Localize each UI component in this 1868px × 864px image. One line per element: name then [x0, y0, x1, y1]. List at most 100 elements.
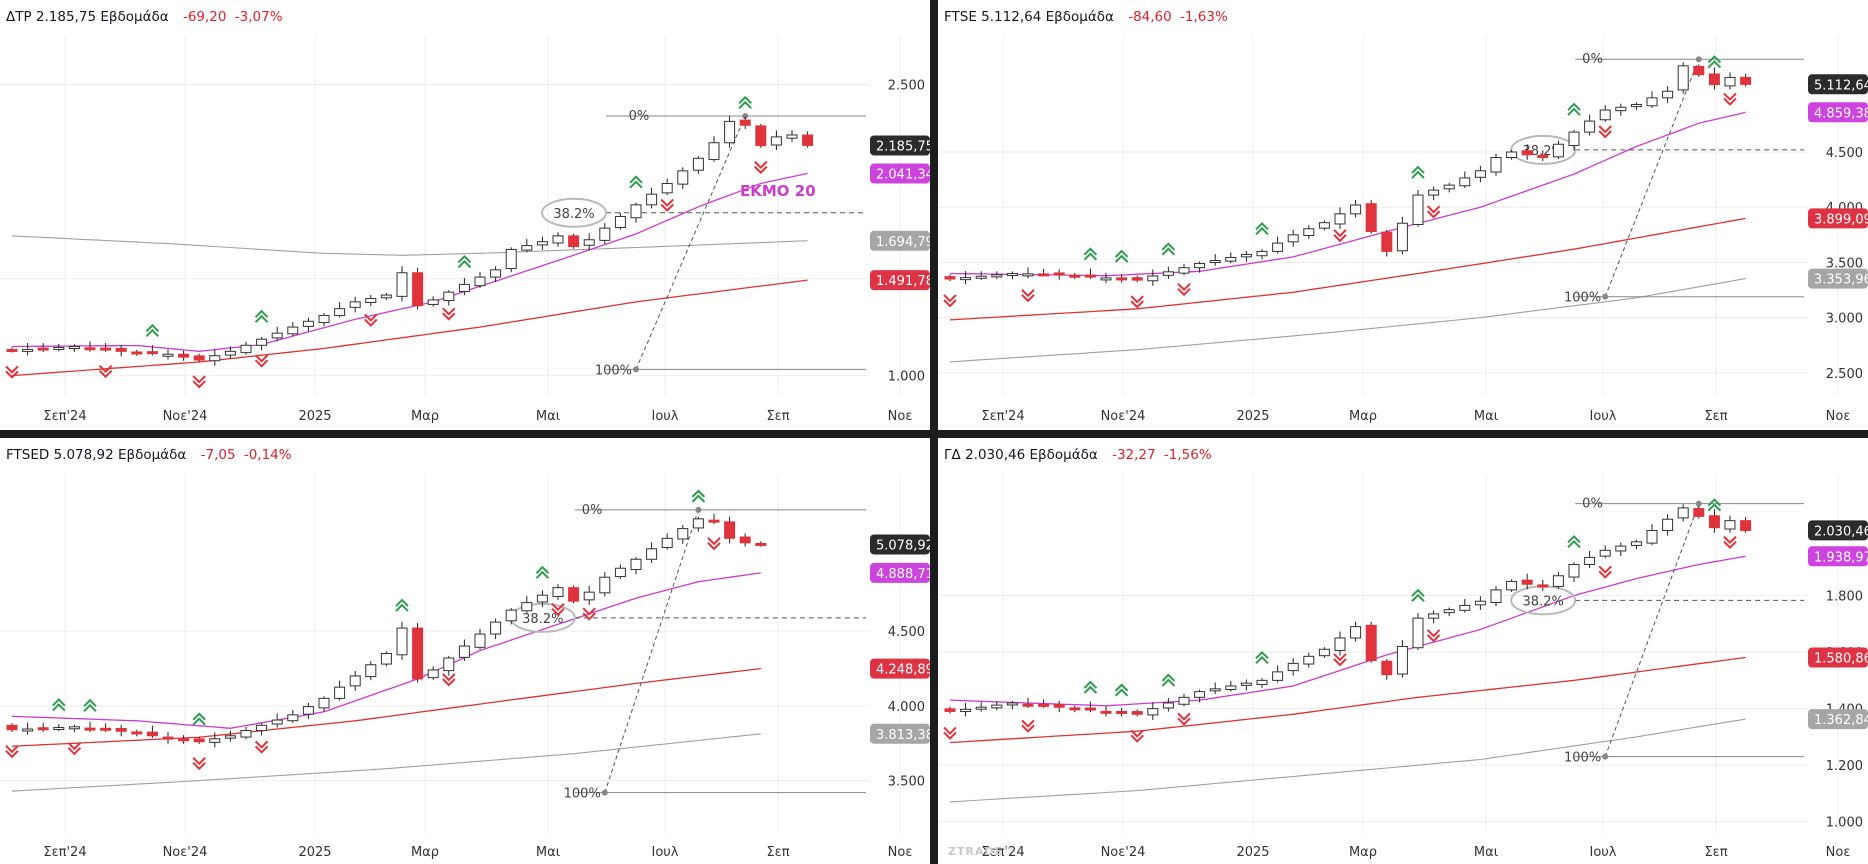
sell-signal-icon: [1333, 229, 1347, 243]
candle-body: [1459, 604, 1471, 611]
candle-body: [1662, 518, 1674, 532]
timeframe[interactable]: Εβδομάδα: [100, 9, 169, 25]
price-badge-last: [870, 534, 930, 555]
buy-signal-icon: [395, 598, 409, 612]
fib-label-100: 100%: [1564, 291, 1601, 306]
candle-body: [1630, 103, 1642, 108]
candle-body: [739, 119, 751, 126]
price-badge-ema20: [870, 163, 930, 184]
y-tick-label: 2.500: [888, 79, 925, 94]
candle-body: [271, 332, 283, 339]
candle-body: [1022, 273, 1034, 277]
symbol-header: ΔΤΡ 2.185,75 Εβδομάδα -69,20 -3,07%: [0, 0, 291, 34]
chart-panel-ftsed[interactable]: 3.500 4.000 4.500 Σεπ'24 Νοε'24 2025 Μαρ Μαι Ιου…: [0, 438, 930, 864]
candle-body: [536, 594, 548, 603]
candle-body: [944, 276, 956, 280]
candle-body: [443, 291, 455, 302]
candle-body: [630, 204, 642, 219]
candle-body: [178, 353, 190, 358]
symbol-name: ΓΔ: [944, 447, 961, 463]
candle-body: [991, 704, 1003, 709]
candle-body: [568, 587, 580, 602]
sell-signal-icon: [943, 294, 957, 308]
x-tick-label: Σεπ'24: [43, 409, 86, 424]
ema50-line: [11, 667, 761, 747]
fib-trend-line: [635, 115, 746, 370]
sell-signal-icon: [442, 673, 456, 687]
candle-body: [677, 170, 689, 185]
candle-body: [1209, 688, 1221, 692]
candle-body: [1038, 273, 1050, 277]
sell-signal-icon: [1598, 565, 1612, 579]
chart-canvas[interactable]: 3.500 4.000 4.500 Σεπ'24 Νοε'24 2025 Μαρ Μαι Ιου…: [0, 438, 930, 864]
x-tick-label: Σεπ: [766, 409, 789, 424]
panel-divider-horizontal[interactable]: [0, 430, 1868, 438]
last-price: 2.030,46: [965, 447, 1026, 463]
candle-body: [37, 727, 49, 731]
candle-body: [412, 627, 424, 680]
timeframe[interactable]: Εβδομάδα: [1029, 447, 1098, 463]
candle-body: [474, 276, 486, 287]
candle-body: [1490, 157, 1502, 173]
fib-anchor: [1602, 753, 1609, 760]
timeframe[interactable]: Εβδομάδα: [1045, 9, 1114, 25]
price-badge-ema50: [870, 658, 930, 679]
x-tick-label: Νοε: [888, 409, 913, 424]
x-tick-label: Μαι: [1474, 845, 1498, 860]
candle-body: [490, 269, 502, 278]
candle-body: [458, 645, 470, 658]
candle-body: [178, 738, 190, 742]
price-badge-label: 2.185,75: [876, 139, 930, 154]
chart-canvas[interactable]: 1.0001.2001.4001.6001.800Σεπ'24Νοε'24202…: [938, 438, 1868, 864]
candle-body: [490, 621, 502, 635]
candle-body: [661, 537, 673, 548]
change-value: -84,60: [1128, 9, 1172, 25]
price-badge-label: 4.888,71: [876, 567, 930, 582]
symbol-name: FTSED: [6, 447, 50, 463]
candle-body: [1537, 584, 1549, 588]
sell-signal-icon: [1723, 92, 1737, 106]
candle-body: [1240, 253, 1252, 258]
chart-panel-gd[interactable]: 1.0001.2001.4001.6001.800Σεπ'24Νοε'24202…: [938, 438, 1868, 864]
chart-panel-ftse[interactable]: 2.5003.0003.5004.0004.500Σεπ'24Νοε'24202…: [938, 0, 1868, 430]
candle-body: [708, 519, 720, 523]
buy-signal-icon: [535, 565, 550, 579]
chart-canvas[interactable]: 1.0001.5002.500Σεπ'24Νοε'242025ΜαρΜαιΙου…: [0, 0, 930, 430]
y-tick-label: 4.000: [888, 700, 925, 715]
chart-panel-dtr[interactable]: 1.0001.5002.500Σεπ'24Νοε'242025ΜαρΜαιΙου…: [0, 0, 930, 430]
buy-signal-icon: [1161, 242, 1176, 256]
y-tick-label: 3.500: [1826, 256, 1863, 271]
x-tick-label: Σεπ: [1704, 845, 1727, 860]
buy-signal-icon: [1083, 680, 1098, 694]
candle-body: [1147, 275, 1159, 282]
candle-body: [349, 675, 361, 687]
candle-body: [1225, 685, 1237, 690]
y-tick-label: 4.500: [1826, 146, 1863, 161]
symbol-header: ΓΔ 2.030,46 Εβδομάδα -32,27 -1,56%: [938, 438, 1220, 472]
change-value: -69,20: [182, 9, 227, 25]
fib-label-38: 38.2%: [1523, 594, 1564, 609]
buy-signal-icon: [1114, 683, 1129, 697]
candle-body: [1240, 682, 1252, 686]
fib-label-0: 0%: [582, 503, 603, 518]
x-tick-label: Μαρ: [1349, 409, 1377, 424]
candle-body: [131, 731, 143, 735]
last-price: 2.185,75: [35, 9, 97, 25]
ema200-line: [949, 718, 1746, 803]
candle-body: [1381, 231, 1393, 252]
candle-body: [209, 355, 221, 362]
candle-body: [1131, 711, 1143, 715]
candle-body: [318, 314, 330, 324]
candle-body: [1147, 708, 1159, 716]
chart-canvas[interactable]: 2.5003.0003.5004.0004.500Σεπ'24Νοε'24202…: [938, 0, 1868, 430]
timeframe[interactable]: Εβδομάδα: [118, 447, 187, 463]
candle-body: [224, 735, 236, 739]
candle-body: [1053, 704, 1065, 708]
price-badge-label: 5.078,92: [876, 538, 930, 553]
price-badge-label: 1.938,97: [1814, 550, 1868, 565]
candle-body: [53, 727, 65, 731]
sell-signal-icon: [754, 160, 768, 175]
candle-body: [724, 120, 736, 144]
sell-signal-icon: [707, 537, 721, 551]
ema50-line: [949, 656, 1746, 744]
